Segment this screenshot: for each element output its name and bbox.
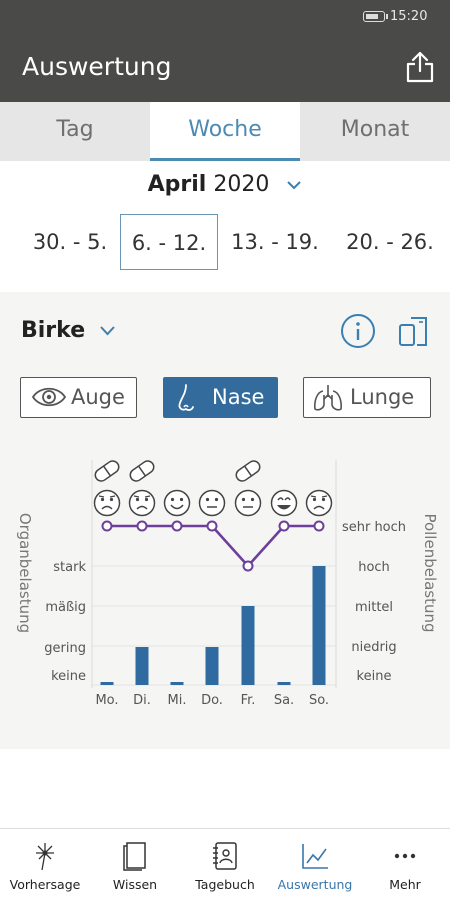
right-level-label: keine (357, 669, 392, 684)
week-item[interactable]: 20. - 26. (346, 230, 434, 254)
organ-load-bar (205, 647, 219, 685)
mood-sad-icon (305, 489, 333, 517)
month-selector[interactable]: April 2020 (0, 172, 450, 197)
organ-button-lunge[interactable]: Lunge (303, 377, 431, 418)
organ-button-auge[interactable]: Auge (20, 377, 137, 418)
month-name: April (147, 172, 207, 197)
plant-selector-label[interactable]: Birke (21, 318, 86, 343)
month-year: 2020 (213, 172, 270, 197)
pollen-load-point (206, 520, 218, 532)
status-bar: 15:20 (0, 0, 450, 34)
tab-monat[interactable]: Monat (340, 117, 410, 142)
right-axis-title: Pollenbelastung (421, 513, 439, 632)
eye-icon (31, 387, 67, 407)
mood-happy-icon (163, 489, 191, 517)
nav-item-tagebuch[interactable]: Tagebuch (180, 829, 270, 900)
analysis-chart: Organbelastung Pollenbelastung keine gering… (16, 460, 439, 708)
diary-icon (213, 842, 237, 870)
week-item[interactable]: 13. - 19. (231, 230, 319, 254)
tab-woche[interactable]: Woche (150, 102, 300, 161)
nav-item-mehr[interactable]: Mehr (360, 829, 450, 900)
analysis-panel (0, 292, 450, 749)
week-item-selected[interactable]: 6. - 12. (120, 214, 218, 270)
lungs-icon (314, 385, 342, 411)
left-level-label: gering (44, 641, 86, 656)
battery-icon (363, 11, 388, 22)
chevron-down-icon[interactable] (99, 322, 116, 339)
organ-load-bar (135, 647, 149, 685)
nav-item-wissen[interactable]: Wissen (90, 829, 180, 900)
nav-item-vorhersage[interactable]: Vorhersage (0, 829, 90, 900)
day-label: Do. (201, 693, 223, 708)
dandelion-icon (36, 843, 54, 871)
day-label: So. (309, 693, 329, 708)
pollen-load-point (313, 520, 325, 532)
mood-grin-icon (270, 489, 298, 517)
book-icon (123, 842, 146, 871)
week-item[interactable]: 30. - 5. (32, 230, 108, 254)
left-axis-title: Organbelastung (16, 513, 34, 633)
pollen-load-line (107, 524, 319, 568)
nav-label: Mehr (389, 877, 421, 892)
page-title: Auswertung (22, 52, 172, 81)
nav-item-auswertung[interactable]: Auswertung (270, 829, 360, 900)
left-level-label: keine (51, 669, 86, 684)
period-tabs: Tag Woche Monat (0, 102, 450, 161)
right-level-label: niedrig (351, 640, 396, 655)
left-level-label: stark (53, 560, 86, 575)
day-label: Sa. (274, 693, 294, 708)
day-label: Mi. (168, 693, 187, 708)
day-label: Fr. (241, 693, 256, 708)
mood-neutral-icon (198, 489, 226, 517)
pollen-load-point (136, 520, 148, 532)
organ-label: Nase (212, 385, 265, 409)
organ-load-bar (100, 682, 114, 685)
organ-button-nase[interactable]: Nase (163, 377, 278, 418)
right-level-label: hoch (358, 560, 390, 575)
organ-load-bar (312, 566, 326, 685)
nav-label: Tagebuch (195, 877, 255, 892)
status-time: 15:20 (390, 9, 428, 24)
day-label: Di. (133, 693, 151, 708)
organ-label: Auge (71, 385, 125, 409)
medication-pill-icon (235, 460, 261, 482)
mood-neutral-icon (234, 489, 262, 517)
organ-load-bar (277, 682, 291, 685)
nose-icon (178, 384, 194, 411)
medication-pill-icon (94, 460, 120, 482)
device-sync-icon[interactable] (397, 314, 431, 348)
more-icon (394, 853, 416, 859)
nav-label: Vorhersage (9, 877, 81, 892)
nav-label: Auswertung (277, 877, 353, 892)
pollen-load-point (101, 520, 113, 532)
chart-icon (302, 844, 328, 869)
medication-pill-icon (129, 460, 155, 482)
mood-sad-icon (93, 489, 121, 517)
pollen-load-point (278, 520, 290, 532)
nav-label: Wissen (112, 877, 158, 892)
tab-tag[interactable]: Tag (56, 117, 94, 142)
bottom-navigation: Vorhersage Wissen Tagebuch Auswertung Me… (0, 828, 450, 900)
pollen-load-point (171, 520, 183, 532)
day-label: Mo. (95, 693, 118, 708)
organ-load-bar (170, 682, 184, 685)
left-level-label: mäßig (45, 600, 86, 615)
app-bar: Auswertung (0, 34, 450, 102)
right-level-label: sehr hoch (342, 520, 406, 535)
organ-load-bar (241, 606, 255, 685)
mood-sad-icon (128, 489, 156, 517)
right-level-label: mittel (355, 600, 393, 615)
organ-label: Lunge (350, 385, 415, 409)
chevron-down-icon (287, 181, 302, 190)
share-icon[interactable] (403, 50, 437, 84)
info-icon[interactable] (340, 313, 376, 349)
pollen-load-point (242, 560, 254, 572)
